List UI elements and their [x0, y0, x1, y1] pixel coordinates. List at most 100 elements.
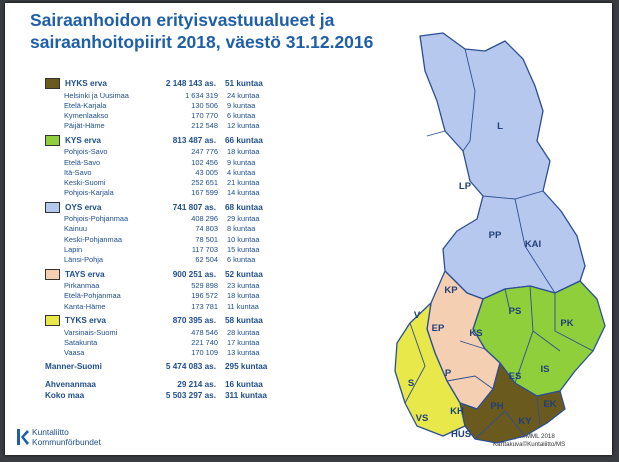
erva-munic: 58 kuntaa: [225, 316, 263, 326]
district-pop: 78 501: [195, 234, 218, 244]
slide: Sairaanhoidon erityisvastuualueet ja sai…: [5, 3, 612, 455]
district-row: Lapin 117 703 15 kuntaa: [45, 244, 315, 254]
district-name: Pirkanmaa: [64, 281, 100, 291]
erva-header: TAYS erva 900 251 as. 52 kuntaa: [45, 268, 315, 281]
district-munic: 21 kuntaa: [227, 177, 260, 187]
map-label-is: IS: [541, 364, 550, 375]
logo-text: Kuntaliitto Kommunförbundet: [32, 427, 101, 447]
erva-group-tays: TAYS erva 900 251 as. 52 kuntaa Pirkanmaa 52…: [45, 268, 315, 312]
district-row: Pohjois-Karjala 167 599 14 kuntaa: [45, 188, 315, 198]
map-region-tyks: [394, 302, 466, 437]
erva-munic: 68 kuntaa: [225, 202, 263, 212]
title-line-1: Sairaanhoidon erityisvastuualueet ja: [30, 10, 335, 30]
district-pop: 62 504: [195, 255, 218, 265]
erva-header: HYKS erva 2 148 143 as. 51 kuntaa: [45, 77, 315, 90]
district-name: Satakunta: [64, 337, 98, 347]
total-row-aland: Ahvenanmaa 29 214 as. 16 kuntaa: [45, 379, 315, 390]
kuntaliitto-logo-icon: [17, 429, 29, 445]
district-row: Etelä-Pohjanmaa 196 572 18 kuntaa: [45, 291, 315, 301]
logo-line-1: Kuntaliitto: [32, 427, 69, 437]
total-name: Koko maa: [45, 390, 85, 400]
district-name: Etelä-Savo: [64, 157, 101, 167]
district-munic: 9 kuntaa: [227, 157, 256, 167]
district-row: Varsinais-Suomi 478 546 28 kuntaa: [45, 327, 315, 337]
district-name: Pohjois-Karjala: [64, 188, 114, 198]
erva-pop: 741 807 as.: [172, 202, 216, 212]
spacer: [45, 372, 315, 379]
district-pop: 102 456: [191, 157, 218, 167]
district-name: Länsi-Pohja: [64, 255, 104, 265]
district-munic: 29 kuntaa: [227, 214, 260, 224]
district-pop: 74 803: [195, 224, 218, 234]
title-line-2: sairaanhoitopiirit 2018, väestö 31.12.20…: [30, 32, 374, 52]
district-row: Pirkanmaa 529 898 23 kuntaa: [45, 281, 315, 291]
map-label-hus: HUS: [451, 429, 471, 440]
district-munic: 9 kuntaa: [227, 100, 256, 110]
legend-swatch: [45, 78, 60, 89]
map-label-p: P: [445, 368, 452, 379]
district-munic: 17 kuntaa: [227, 337, 260, 347]
district-munic: 6 kuntaa: [227, 110, 256, 120]
finland-map: L LP PP KAI KP V EP KS PS PK P ES IS S KH PH VS HUS EK KY: [394, 32, 606, 444]
kuntaliitto-logo: Kuntaliitto Kommunförbundet: [15, 427, 101, 447]
total-row-whole: Koko maa 5 503 297 as. 311 kuntaa: [45, 390, 315, 401]
erva-pop: 870 395 as.: [172, 316, 216, 326]
district-pop: 529 898: [191, 281, 218, 291]
credits-line-2: Karttakuva©Kuntaliitto/MS: [493, 441, 566, 448]
total-pop: 5 503 297 as.: [165, 390, 216, 400]
district-row: Länsi-Pohja 62 504 6 kuntaa: [45, 254, 315, 264]
map-label-ph: PH: [490, 401, 503, 412]
district-pop: 408 296: [191, 214, 218, 224]
district-munic: 15 kuntaa: [227, 244, 260, 254]
total-name: Manner-Suomi: [45, 361, 102, 371]
map-label-kh: KH: [450, 406, 464, 417]
district-name: Keski-Pohjanmaa: [64, 234, 122, 244]
district-pop: 130 506: [191, 100, 218, 110]
legend-swatch: [45, 315, 60, 327]
erva-pop: 813 487 as.: [172, 135, 216, 145]
district-row: Kymenlaakso 170 770 6 kuntaa: [45, 110, 315, 120]
total-munic: 16 kuntaa: [225, 379, 263, 389]
map-label-ps: PS: [509, 306, 522, 317]
erva-munic: 51 kuntaa: [225, 79, 263, 88]
district-munic: 14 kuntaa: [227, 188, 260, 198]
district-pop: 478 546: [191, 327, 218, 337]
page-title: Sairaanhoidon erityisvastuualueet ja sai…: [30, 9, 430, 53]
district-munic: 4 kuntaa: [227, 167, 256, 177]
district-name: Kymenlaakso: [64, 110, 109, 120]
erva-munic: 66 kuntaa: [225, 135, 263, 145]
district-row: Kanta-Häme 173 781 11 kuntaa: [45, 301, 315, 311]
erva-pop: 2 148 143 as.: [165, 79, 216, 88]
map-label-v: V: [414, 310, 421, 321]
district-row: Keski-Suomi 252 651 21 kuntaa: [45, 177, 315, 187]
erva-name: KYS erva: [65, 135, 101, 145]
district-pop: 247 776: [191, 147, 218, 157]
map-label-l: L: [497, 121, 503, 132]
map-label-pp: PP: [489, 230, 502, 241]
district-pop: 167 599: [191, 188, 218, 198]
district-name: Päijät-Häme: [64, 121, 105, 131]
district-row: Helsinki ja Uusimaa 1 634 319 24 kuntaa: [45, 90, 315, 100]
erva-group-hyks: HYKS erva 2 148 143 as. 51 kuntaa Helsinki …: [45, 77, 315, 131]
map-region-oys: [419, 32, 586, 300]
total-munic: 295 kuntaa: [225, 361, 268, 371]
map-label-ep: EP: [432, 323, 445, 334]
district-row: Etelä-Savo 102 456 9 kuntaa: [45, 157, 315, 167]
district-name: Kanta-Häme: [64, 301, 106, 311]
district-name: Vaasa: [64, 348, 85, 358]
district-pop: 173 781: [191, 301, 218, 311]
total-munic: 311 kuntaa: [225, 390, 267, 400]
district-row: Keski-Pohjanmaa 78 501 10 kuntaa: [45, 234, 315, 244]
total-pop: 29 214 as.: [177, 379, 216, 389]
district-munic: 28 kuntaa: [227, 327, 260, 337]
erva-name: OYS erva: [65, 202, 102, 212]
district-pop: 117 703: [191, 244, 218, 254]
logo-line-2: Kommunförbundet: [32, 437, 101, 447]
total-row-mainland: Manner-Suomi 5 474 083 as. 295 kuntaa: [45, 361, 315, 372]
erva-header: TYKS erva 870 395 as. 58 kuntaa: [45, 314, 315, 327]
district-pop: 196 572: [191, 291, 218, 301]
district-row: Päijät-Häme 212 548 12 kuntaa: [45, 121, 315, 131]
erva-header: OYS erva 741 807 as. 68 kuntaa: [45, 201, 315, 214]
total-name: Ahvenanmaa: [45, 379, 96, 389]
erva-pop: 900 251 as.: [172, 269, 216, 279]
